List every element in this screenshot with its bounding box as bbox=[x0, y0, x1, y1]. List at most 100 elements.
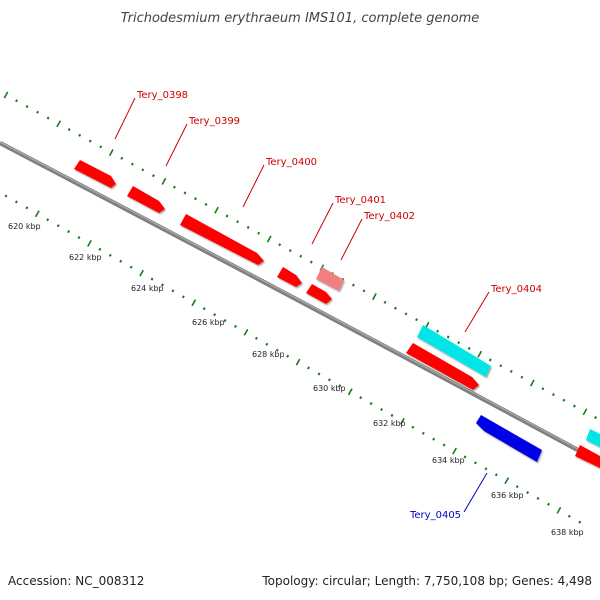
track-dot bbox=[129, 265, 133, 269]
track-tick bbox=[56, 120, 62, 128]
track-dot bbox=[362, 289, 366, 293]
track-dot bbox=[446, 335, 450, 339]
track-tick bbox=[452, 447, 457, 455]
gene-label-tery-0405[interactable]: Tery_0405 bbox=[409, 510, 461, 521]
track-dot bbox=[380, 408, 383, 411]
track-dot bbox=[25, 206, 29, 210]
genome-backbone bbox=[0, 141, 600, 464]
accession-text: Accession: NC_008312 bbox=[8, 574, 144, 588]
tick-label: 620 kbp bbox=[8, 222, 41, 231]
track-dot bbox=[359, 396, 363, 400]
track-dot bbox=[98, 247, 102, 251]
track-dot bbox=[307, 366, 310, 370]
tick-label: 630 kbp bbox=[313, 384, 346, 393]
gene-label-tery-0404[interactable]: Tery_0404 bbox=[490, 284, 542, 295]
track-dot bbox=[46, 218, 50, 222]
track-dot bbox=[369, 402, 373, 406]
track-dot bbox=[351, 283, 355, 287]
track-tick bbox=[504, 477, 510, 485]
track-dot bbox=[488, 358, 492, 362]
track-dot bbox=[246, 225, 250, 229]
track-dot bbox=[457, 341, 461, 345]
gene-box-tery-0402[interactable] bbox=[316, 267, 344, 291]
track-dot bbox=[494, 473, 498, 477]
gene-box-tery-0404-cyan[interactable] bbox=[417, 325, 491, 377]
track-tick bbox=[214, 206, 219, 214]
gene-arrow-tery-0403[interactable] bbox=[306, 284, 332, 304]
tick-label: 624 kbp bbox=[131, 284, 164, 293]
track-tick bbox=[3, 91, 9, 99]
track-tick bbox=[243, 328, 249, 336]
track-dot bbox=[484, 467, 488, 471]
track-dot bbox=[150, 277, 154, 281]
track-dot bbox=[288, 249, 292, 253]
track-dot bbox=[173, 185, 176, 189]
track-dot bbox=[338, 384, 342, 388]
gene-label-tery-0400[interactable]: Tery_0400 bbox=[265, 157, 317, 168]
track-dot bbox=[309, 260, 313, 264]
track-dot bbox=[194, 197, 197, 201]
genome-backbone-highlight bbox=[0, 141, 600, 462]
gene-arrow-tery-0398[interactable] bbox=[74, 160, 116, 188]
tick-label: 632 kbp bbox=[373, 419, 406, 428]
track-dot bbox=[183, 191, 187, 195]
track-dot bbox=[14, 200, 18, 204]
track-dot bbox=[442, 443, 446, 447]
track-dot bbox=[594, 416, 597, 420]
track-dot bbox=[56, 224, 60, 228]
gene-label-tery-0399[interactable]: Tery_0399 bbox=[188, 116, 240, 127]
track-dot bbox=[265, 342, 269, 346]
map-title: Trichodesmium erythraeum IMS101, complet… bbox=[121, 11, 480, 26]
gene-labels: Tery_0398 Tery_0399 Tery_0400 Tery_0401 … bbox=[136, 90, 542, 521]
track-tick bbox=[400, 417, 405, 425]
track-dot bbox=[573, 404, 576, 408]
track-dot bbox=[567, 514, 571, 518]
gene-label-tery-0402[interactable]: Tery_0402 bbox=[363, 211, 415, 222]
track-dot bbox=[275, 348, 279, 352]
scale-tick-labels: 620 kbp 622 kbp 624 kbp 626 kbp 628 kbp … bbox=[8, 222, 584, 537]
track-dot bbox=[526, 491, 530, 495]
track-dot bbox=[119, 259, 123, 263]
tick-label: 638 kbp bbox=[551, 528, 584, 537]
gene-arrow-tery-0399[interactable] bbox=[127, 186, 165, 213]
gene-features bbox=[74, 160, 600, 468]
track-dot bbox=[236, 220, 240, 224]
track-tick bbox=[372, 293, 377, 301]
track-dot bbox=[499, 364, 503, 368]
track-dot bbox=[551, 393, 555, 397]
track-dot bbox=[130, 162, 134, 166]
track-tick bbox=[191, 299, 197, 307]
tick-label: 626 kbp bbox=[192, 318, 225, 327]
gene-arrow-tery-0404[interactable] bbox=[406, 343, 479, 390]
gene-label-tery-0401[interactable]: Tery_0401 bbox=[334, 195, 386, 206]
track-tick bbox=[347, 388, 353, 396]
track-dot bbox=[161, 283, 164, 287]
gene-arrow-edge-red bbox=[575, 445, 600, 468]
track-dot bbox=[108, 253, 112, 257]
gene-arrow-tery-0401[interactable] bbox=[277, 267, 302, 287]
track-dot bbox=[223, 319, 227, 323]
inner-scale-track bbox=[4, 194, 582, 524]
track-tick bbox=[477, 350, 483, 358]
gene-arrow-tery-0400[interactable] bbox=[180, 214, 264, 265]
gene-label-leaders bbox=[114, 97, 490, 513]
track-dot bbox=[67, 230, 71, 234]
track-dot bbox=[181, 295, 185, 299]
track-dot bbox=[467, 346, 471, 350]
track-dot bbox=[390, 413, 394, 417]
track-dot bbox=[257, 231, 261, 235]
track-dot bbox=[327, 378, 331, 382]
track-tick bbox=[295, 358, 301, 366]
track-dot bbox=[151, 174, 155, 178]
track-dot bbox=[120, 156, 124, 160]
track-dot bbox=[562, 398, 566, 402]
track-dot bbox=[141, 168, 145, 172]
gene-arrow-tery-0405[interactable] bbox=[476, 415, 542, 462]
track-dot bbox=[88, 139, 92, 143]
track-dot bbox=[421, 431, 425, 435]
gene-label-tery-0398[interactable]: Tery_0398 bbox=[136, 90, 188, 101]
track-dot bbox=[278, 243, 282, 247]
track-dot bbox=[67, 128, 71, 132]
track-tick bbox=[556, 506, 562, 514]
